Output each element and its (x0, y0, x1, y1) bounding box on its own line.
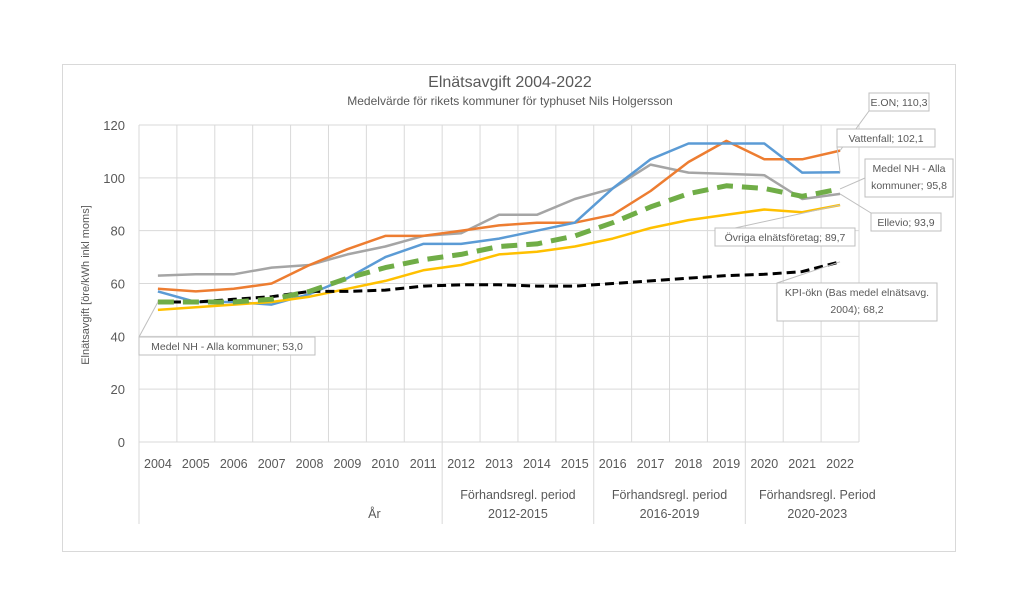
data-label-text: Övriga elnätsföretag; 89,7 (725, 232, 846, 244)
x-tick-label: 2017 (637, 457, 665, 471)
y-tick-label: 20 (111, 382, 125, 397)
x-axis-ticks: 2004 2005 2006 2007 2008 2009 2010 2011 2012 2013… (144, 457, 854, 471)
leader-line (138, 301, 159, 338)
period-label: Förhandsregl. period (612, 488, 727, 502)
y-tick-label: 100 (103, 171, 125, 186)
x-axis-title: År (368, 506, 381, 521)
data-label: Övriga elnätsföretag; 89,7 (714, 204, 856, 247)
series-line-ellevio (157, 163, 841, 277)
data-label-annotations: E.ON; 110,3 Vattenfall; 102,1 Medel NH - A… (138, 92, 954, 356)
x-tick-label: 2011 (410, 457, 437, 471)
data-label-box (836, 128, 936, 148)
x-tick-label: 2013 (485, 457, 513, 471)
data-label: KPI-ökn (Bas medel elnätsavg. 2004); 68,2 (776, 261, 938, 322)
data-label-box (864, 158, 954, 198)
period-years-label: 2016-2019 (640, 507, 700, 521)
data-label-box (714, 227, 856, 247)
x-tick-label: 2016 (599, 457, 627, 471)
y-tick-label: 120 (103, 118, 125, 133)
data-label-text: kommuner; 95,8 (871, 180, 947, 192)
x-tick-label: 2019 (712, 457, 740, 471)
series-line-kpi-ökn-bas-medel-elnätsavg-2004 (157, 260, 841, 304)
y-tick-label: 0 (118, 435, 125, 450)
data-label: E.ON; 110,3 (839, 92, 930, 151)
data-label-text: Medel NH - Alla (873, 163, 946, 175)
x-tick-label: 2021 (788, 457, 816, 471)
x-tick-label: 2020 (750, 457, 778, 471)
series-lines (157, 139, 841, 312)
data-label-box (870, 212, 942, 232)
x-tick-label: 2005 (182, 457, 210, 471)
leader-line (776, 261, 841, 284)
chart-subtitle: Medelvärde för rikets kommuner för typhu… (347, 94, 672, 108)
x-axis-period-groups: År Förhandsregl. period 2012-2015 Förhandsr… (138, 442, 876, 524)
x-tick-label: 2006 (220, 457, 248, 471)
data-label-text: Vattenfall; 102,1 (848, 133, 923, 145)
x-tick-label: 2012 (447, 457, 475, 471)
data-label: Medel NH - Alla kommuner; 95,8 (839, 158, 954, 198)
y-tick-label: 60 (111, 277, 125, 292)
chart-title: Elnätsavgift 2004-2022 (428, 74, 592, 91)
y-axis-ticks: 0 20 40 60 80 100 120 (103, 118, 125, 450)
leader-line (734, 204, 841, 229)
line-chart: Elnätsavgift 2004-2022 Medelvärde för ri… (80, 74, 954, 524)
x-tick-label: 2022 (826, 457, 854, 471)
period-label: Förhandsregl. period (460, 488, 575, 502)
data-label: Vattenfall; 102,1 (836, 128, 936, 173)
data-label-box (868, 92, 930, 112)
leader-line (839, 193, 872, 214)
chart-frame: Elnätsavgift 2004-2022 Medelvärde för ri… (62, 64, 956, 552)
data-label-text: E.ON; 110,3 (870, 97, 927, 109)
x-tick-label: 2004 (144, 457, 172, 471)
period-years-label: 2012-2015 (488, 507, 548, 521)
x-tick-label: 2008 (296, 457, 324, 471)
y-axis-label: Elnätsavgift [öre/kWh inkl moms] (80, 205, 92, 365)
period-label: Förhandsregl. Period (759, 488, 876, 502)
data-label-text: Medel NH - Alla kommuner; 53,0 (151, 341, 303, 353)
leader-line (839, 177, 866, 190)
series-line-e-on (157, 139, 841, 293)
y-tick-label: 80 (111, 224, 125, 239)
x-tick-label: 2014 (523, 457, 551, 471)
data-label: Ellevio; 93,9 (839, 193, 942, 232)
leader-line (836, 146, 841, 173)
x-tick-label: 2010 (371, 457, 399, 471)
data-label-text: KPI-ökn (Bas medel elnätsavg. (785, 287, 929, 299)
data-label-text: Ellevio; 93,9 (877, 217, 934, 229)
y-tick-label: 40 (111, 329, 125, 344)
x-tick-label: 2018 (675, 457, 703, 471)
data-label: Medel NH - Alla kommuner; 53,0 (138, 301, 316, 356)
series-line-vattenfall (157, 142, 841, 306)
x-tick-label: 2009 (334, 457, 362, 471)
data-label-text: 2004); 68,2 (830, 304, 883, 316)
series-line-medel-nh-alla-kommuner (157, 183, 841, 305)
data-label-box (138, 336, 316, 356)
x-tick-label: 2007 (258, 457, 286, 471)
data-label-box (776, 282, 938, 322)
series-line-övriga-elnätsföretag (157, 203, 841, 312)
period-years-label: 2020-2023 (787, 507, 847, 521)
x-tick-label: 2015 (561, 457, 589, 471)
